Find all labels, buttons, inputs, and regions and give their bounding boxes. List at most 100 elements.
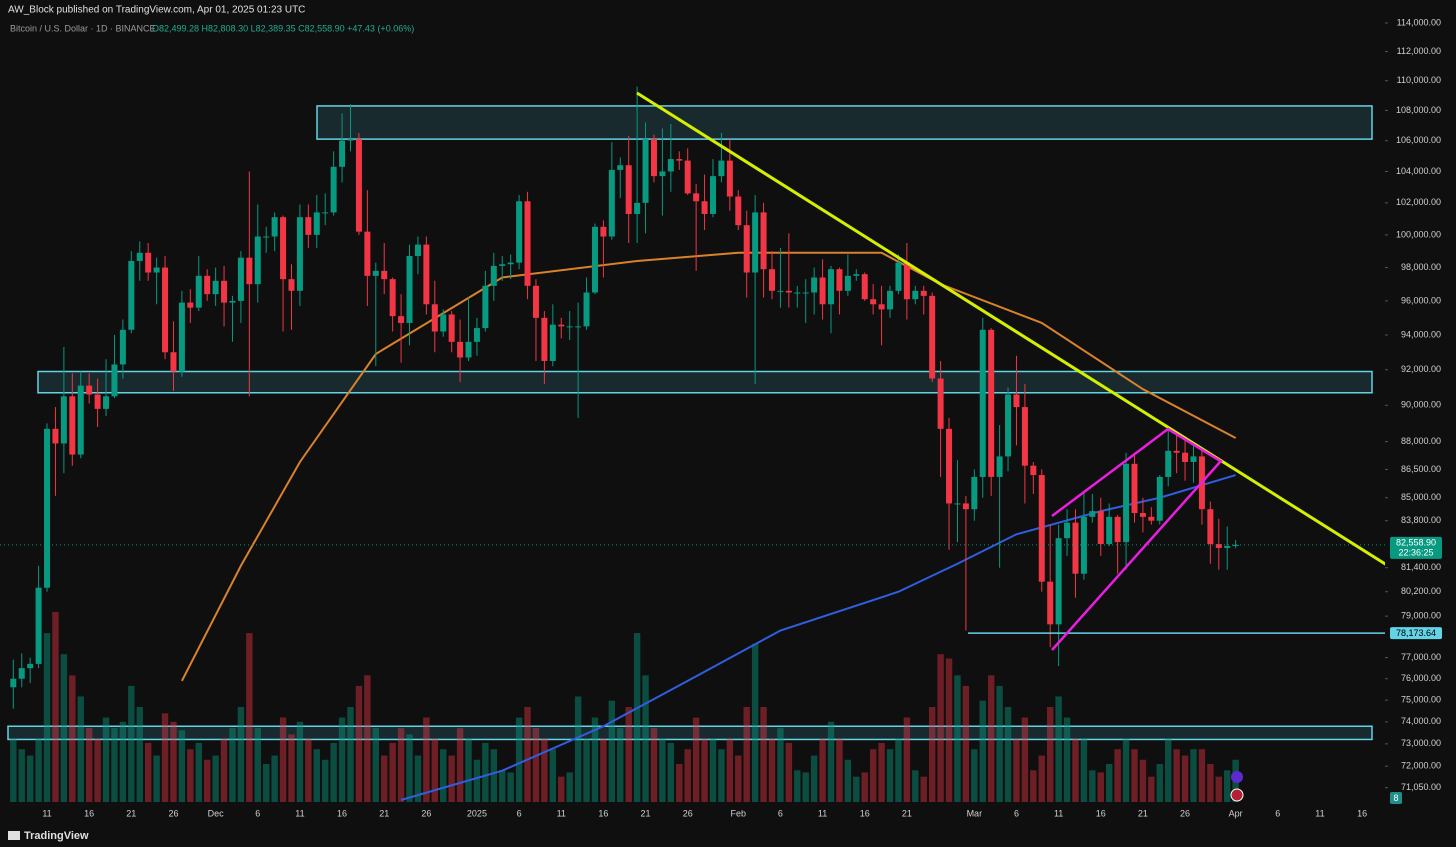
candle-body: [1013, 394, 1020, 408]
volume-bar: [499, 770, 506, 802]
volume-bar: [810, 755, 818, 802]
candle-body: [802, 292, 809, 294]
volume-bar: [979, 700, 986, 802]
volume-bar: [43, 633, 51, 802]
volume-bar: [726, 738, 734, 802]
volume-bar: [170, 721, 177, 802]
x-tick-label: 16: [1096, 808, 1106, 818]
candle-body: [1148, 516, 1155, 521]
volume-bar: [381, 755, 388, 802]
volume-bar: [203, 759, 211, 802]
candle-body: [381, 270, 388, 280]
candle-body: [566, 326, 573, 328]
volume-bar: [77, 696, 84, 802]
candle-body: [170, 352, 177, 372]
candle-body: [887, 290, 894, 310]
volume-bar: [827, 721, 835, 802]
candle-body: [549, 324, 556, 361]
volume-bar: [128, 685, 135, 802]
y-tick-label: 114,000.00: [1397, 17, 1441, 27]
volume-bar: [1106, 764, 1113, 802]
volume-bar: [718, 749, 725, 802]
volume-bar: [35, 738, 42, 802]
candle-body: [752, 212, 759, 273]
volume-bar: [26, 755, 34, 802]
brand: TradingView: [24, 830, 89, 842]
volume-bar: [195, 742, 202, 802]
last-price-box: [1390, 536, 1442, 559]
candle-body: [642, 139, 649, 203]
last-price-label: 82,558.90: [1396, 538, 1436, 548]
candle-body: [777, 290, 784, 292]
candle-body: [448, 314, 455, 342]
candle-body: [912, 290, 919, 300]
volume-bar: [397, 728, 405, 802]
y-tick-label: 79,000.00: [1401, 610, 1441, 620]
candle-body: [844, 275, 851, 291]
candle-body: [693, 193, 700, 202]
volume-bar: [676, 764, 683, 802]
volume-bar: [490, 749, 498, 802]
logo: [8, 831, 20, 840]
x-tick-label: 11: [557, 808, 566, 818]
volume-bar: [903, 717, 911, 802]
candle-body: [575, 326, 582, 328]
candle-body: [971, 476, 978, 510]
volume-bar: [996, 685, 1003, 802]
badge-label: 8: [1393, 793, 1398, 803]
volume-bar: [591, 717, 599, 802]
time-axis: [0, 805, 1456, 847]
candle-body: [271, 217, 278, 237]
candle-body: [423, 244, 430, 305]
candle-body: [280, 217, 287, 280]
candle-body: [853, 274, 860, 276]
volume-bar: [659, 738, 666, 802]
candle-body: [1030, 465, 1037, 476]
volume-bar: [448, 755, 455, 802]
y-tick-label: 83,800.00: [1401, 515, 1441, 525]
candle-body: [313, 212, 320, 235]
volume-bar: [1089, 770, 1096, 802]
volume-bar: [650, 728, 658, 802]
candle-body: [212, 280, 219, 295]
y-tick-label: 72,000.00: [1401, 761, 1441, 771]
y-tick-label: 71,050.00: [1401, 782, 1441, 792]
volume-bar: [617, 728, 624, 802]
volume-bar: [1063, 717, 1071, 802]
volume-bar: [1139, 759, 1147, 802]
candle-body: [1182, 452, 1189, 462]
volume-bar: [237, 707, 245, 802]
candle-body: [305, 217, 312, 235]
candle-body: [339, 140, 346, 167]
volume-bar: [212, 755, 219, 802]
x-tick-label: 16: [598, 808, 608, 818]
candle-body: [246, 257, 253, 285]
volume-bar: [10, 738, 17, 802]
candle-body: [541, 317, 548, 361]
candle-body: [870, 299, 877, 305]
candle-body: [903, 262, 910, 300]
x-tick-label: 16: [860, 808, 870, 818]
candle-body: [760, 212, 767, 270]
volume-bar: [642, 675, 649, 802]
volume-bar: [844, 759, 852, 802]
volume-bar: [1173, 749, 1180, 802]
volume-bar: [347, 707, 354, 802]
candle-body: [583, 292, 590, 327]
volume-bar: [920, 776, 927, 802]
volume-bar: [1097, 772, 1104, 802]
channel-line: [1051, 461, 1221, 651]
x-tick-label: Dec: [208, 808, 225, 818]
x-tick-label: 26: [1180, 808, 1190, 818]
x-tick-label: Mar: [967, 808, 983, 818]
candle-body: [330, 166, 337, 213]
candle-body: [473, 328, 480, 342]
candle-body: [634, 202, 641, 214]
x-tick-label: 21: [902, 808, 912, 818]
candle-body: [524, 201, 531, 286]
y-tick-label: 81,400.00: [1401, 562, 1441, 572]
moving-average: [181, 251, 1237, 682]
volume-bar: [85, 728, 93, 802]
x-tick-label: 26: [421, 808, 431, 818]
